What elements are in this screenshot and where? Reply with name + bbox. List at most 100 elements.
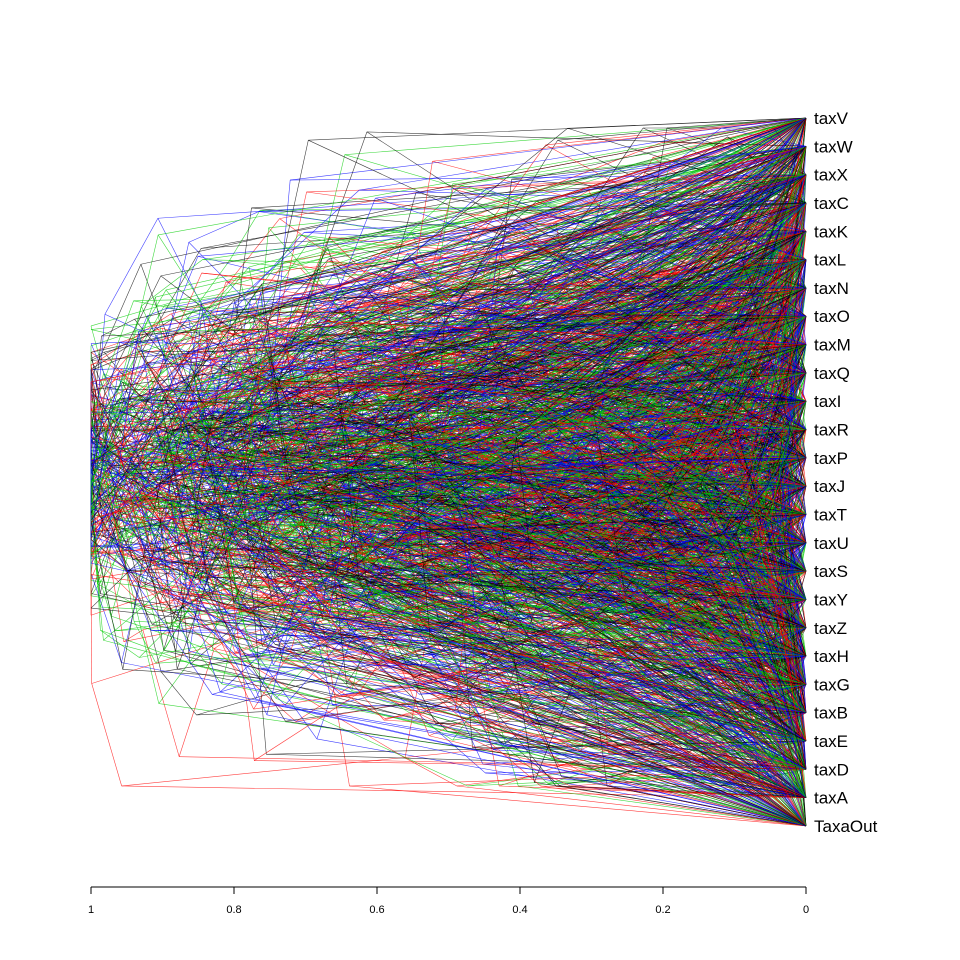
tree-edge <box>166 437 196 578</box>
tree-edge <box>362 669 807 714</box>
tree-edge <box>206 580 268 715</box>
tree-edge <box>630 503 807 713</box>
tree-edge <box>308 241 403 278</box>
tree-edge <box>270 191 307 355</box>
tree-edge <box>184 430 244 455</box>
tree-edge <box>708 485 807 491</box>
tree-edge <box>381 530 526 615</box>
tree-edge <box>201 179 573 249</box>
tree-edges <box>90 117 807 827</box>
tree-edge <box>786 458 807 770</box>
tree-edge <box>493 117 807 299</box>
tree-edge <box>120 354 195 420</box>
tree-edge <box>656 627 807 711</box>
tree-edge <box>212 374 273 458</box>
tree-edge <box>136 289 167 340</box>
tree-edge <box>404 757 457 787</box>
tree-edge <box>598 193 665 226</box>
tree-edge <box>433 554 807 685</box>
tree-edge <box>137 560 807 770</box>
tree-edge <box>452 146 807 185</box>
tree-edge <box>525 613 807 714</box>
tree-edge <box>427 516 493 705</box>
tree-edge <box>90 491 237 554</box>
tree-edge <box>90 479 118 546</box>
tree-edge <box>160 671 197 716</box>
tree-edge <box>767 429 807 472</box>
tree-edge <box>272 472 475 580</box>
tree-edge <box>100 629 199 667</box>
tree-edge <box>251 567 385 721</box>
tree-edge <box>285 704 807 798</box>
tree-edge <box>163 256 199 341</box>
tree-edge <box>167 491 202 575</box>
tree-edge <box>174 342 199 411</box>
tree-edge <box>178 308 332 358</box>
tree-edge <box>121 579 142 663</box>
tree-edge <box>630 684 807 754</box>
tree-edge <box>383 599 807 721</box>
tree-edge <box>539 672 807 798</box>
tree-edge <box>106 450 142 455</box>
tree-edge <box>228 397 745 560</box>
tree-edge <box>90 573 122 663</box>
tree-edge <box>485 259 807 312</box>
tree-edge <box>190 663 423 714</box>
tree-edge <box>298 234 585 271</box>
tree-edge <box>284 381 397 399</box>
tree-edge <box>308 174 807 243</box>
tree-edge <box>174 285 387 343</box>
tree-edge <box>355 146 807 327</box>
tree-edge <box>90 476 104 575</box>
tree-edge <box>136 423 188 433</box>
tree-edge <box>272 578 634 674</box>
tree-edge <box>493 749 807 770</box>
tree-edge <box>90 437 168 513</box>
tree-edge <box>439 570 807 623</box>
tree-edge <box>105 388 198 392</box>
tree-edge <box>429 517 807 572</box>
tree-edge <box>506 671 807 798</box>
tree-edge <box>140 536 203 571</box>
tree-edge <box>155 296 176 423</box>
tree-edge <box>268 227 407 385</box>
tree-edge <box>90 356 179 383</box>
tree-edge <box>102 390 162 477</box>
tree-edge <box>610 776 807 827</box>
tree-edge <box>435 655 807 725</box>
tree-edge <box>448 289 492 296</box>
tree-edge <box>200 367 223 482</box>
tree-edge <box>90 579 197 616</box>
tree-edge <box>588 117 807 191</box>
tree-edge <box>299 659 807 827</box>
tree-edge <box>504 262 807 459</box>
tree-edge <box>157 344 807 457</box>
tree-edge <box>229 210 261 261</box>
tree-edge <box>90 554 153 582</box>
tree-edge <box>160 602 282 606</box>
tree-edge <box>371 302 807 345</box>
tree-edge <box>266 740 807 755</box>
tree-edge <box>90 550 116 631</box>
tree-edge <box>223 538 807 798</box>
tree-edge <box>251 174 807 209</box>
tree-edge <box>563 590 807 770</box>
tree-edge <box>377 590 569 639</box>
tree-edge <box>429 735 807 827</box>
tree-edge <box>261 426 308 525</box>
tree-edge <box>452 183 807 260</box>
tree-edge <box>321 174 807 456</box>
tree-edge <box>91 683 122 787</box>
tree-edge <box>595 117 807 272</box>
tree-edge <box>174 621 222 685</box>
tree-edge <box>511 625 733 702</box>
tree-edge <box>510 117 807 230</box>
tree-edge <box>649 609 807 798</box>
tree-edge <box>160 146 807 277</box>
tree-edge <box>291 283 468 432</box>
tree-edge <box>306 531 371 637</box>
tree-edge <box>143 605 163 612</box>
tree-edge <box>396 144 546 352</box>
tree-edge <box>242 389 376 549</box>
tree-edge <box>187 566 255 588</box>
